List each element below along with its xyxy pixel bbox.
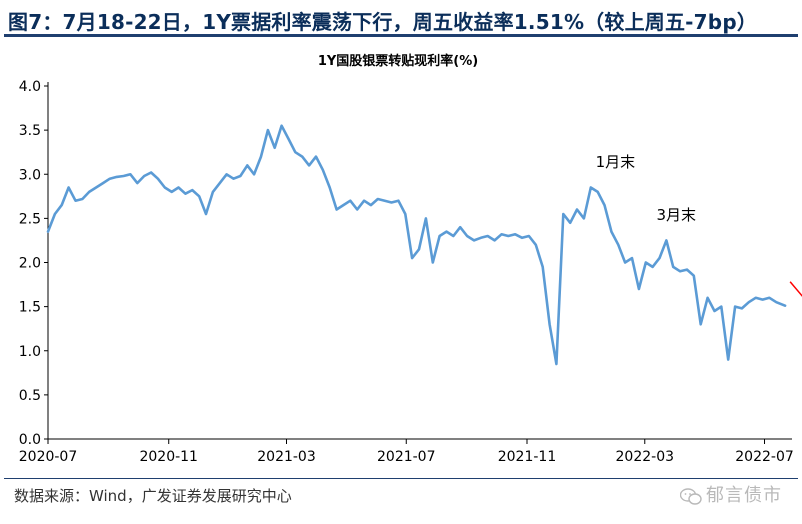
y-tick-label: 3.5 [19, 123, 41, 139]
x-tick-label: 2021-11 [498, 449, 557, 465]
wechat-icon [680, 488, 702, 505]
y-tick-label: 4.0 [19, 79, 41, 95]
y-tick-label: 1.0 [19, 344, 41, 360]
y-tick-label: 2.5 [19, 211, 41, 227]
y-tick-label: 0.0 [19, 432, 41, 448]
footer-divider [4, 478, 798, 479]
x-tick-label: 2021-07 [377, 449, 436, 465]
series-line [46, 124, 787, 366]
figure-header: 图7：7月18-22日，1Y票据利率震荡下行，周五收益率1.51%（较上周五-7… [4, 4, 798, 37]
source-note: 数据来源：Wind，广发证券发展研究中心 [14, 487, 292, 505]
y-tick-label: 2.0 [19, 256, 41, 272]
annotation-label: 3月末 [656, 206, 696, 224]
x-tick-label: 2022-03 [616, 449, 675, 465]
y-axis: 0.0 0.5 1.0 1.5 2.0 2.5 3.0 3.5 4.0 [19, 79, 49, 448]
trend-arrow-line [789, 281, 802, 297]
chart-title: 1Y国股银票转贴现利率(%) [318, 53, 478, 69]
annotations: 1月末 3月末 [596, 153, 696, 224]
figure-title: 图7：7月18-22日，1Y票据利率震荡下行，周五收益率1.51%（较上周五-7… [8, 10, 758, 34]
plot-area [46, 124, 802, 366]
y-tick-label: 0.5 [19, 388, 41, 404]
x-tick-label: 2022-07 [735, 449, 794, 465]
x-tick-label: 2020-07 [19, 449, 78, 465]
x-tick-label: 2020-11 [139, 449, 198, 465]
y-tick-label: 3.0 [19, 167, 41, 183]
x-axis: 2020-07 2020-11 2021-03 2021-07 2021-11 2022-… [19, 438, 794, 465]
x-tick-label: 2021-03 [257, 449, 316, 465]
watermark: 郁言债市 [706, 485, 782, 506]
y-tick-label: 1.5 [19, 300, 41, 316]
annotation-label: 1月末 [596, 153, 636, 171]
